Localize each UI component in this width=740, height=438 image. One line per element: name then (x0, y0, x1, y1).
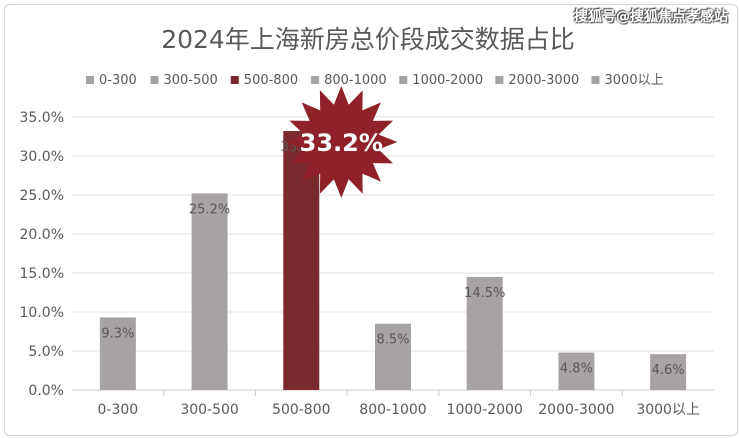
y-axis: 0.0% 5.0% 10.0% 15.0% 20.0% 25.0% 30.0% 35.0% (20, 110, 64, 399)
y-tick-label: 25.0% (20, 188, 64, 204)
legend-label: 0-300 (99, 73, 137, 88)
y-tick-label: 35.0% (20, 110, 64, 126)
data-label: 4.8% (560, 362, 593, 377)
data-label: 4.6% (652, 363, 685, 378)
bar (375, 323, 411, 390)
bar (466, 276, 503, 390)
legend-label: 500-800 (244, 73, 298, 88)
x-tick-label: 0-300 (98, 402, 139, 418)
bar (650, 354, 687, 390)
legend-label: 800-1000 (324, 73, 387, 88)
y-tick-label: 5.0% (28, 344, 64, 360)
x-tick-label: 2000-3000 (538, 402, 614, 418)
x-tick-label: 800-1000 (359, 402, 426, 418)
legend-label: 300-500 (164, 73, 218, 88)
bar (99, 317, 136, 390)
legend-swatch (150, 76, 159, 84)
highlight-label: 33.2% (300, 129, 383, 157)
data-label: 9.3% (101, 326, 134, 341)
x-tick-label: 3000以上 (636, 402, 700, 418)
bars (99, 131, 687, 391)
data-label: 8.5% (376, 333, 409, 348)
legend-swatch (591, 76, 600, 84)
starburst-shape (285, 86, 398, 198)
legend-label: 2000-3000 (508, 73, 579, 88)
chart-title: 2024年上海新房总价段成交数据占比 (161, 25, 575, 54)
legend-swatch (230, 76, 239, 84)
bar (558, 352, 595, 390)
data-label: 25.2% (189, 202, 230, 217)
x-tick-label: 500-800 (272, 402, 331, 418)
legend-swatch (399, 76, 408, 84)
data-label: 14.5% (464, 286, 505, 301)
legend-label: 1000-2000 (412, 73, 483, 88)
bar (191, 193, 228, 390)
x-tick-label: 300-500 (180, 402, 239, 418)
highlight-burst: 33.2% (285, 86, 398, 198)
grid-lines (72, 116, 714, 391)
chart-legend: 0-300 300-500 500-800 800-1000 1000-2000 2000… (86, 73, 664, 88)
legend-swatch (86, 76, 94, 84)
y-tick-label: 0.0% (28, 383, 64, 399)
x-tick-label: 1000-2000 (447, 402, 523, 418)
legend-swatch (495, 76, 504, 84)
x-axis: 0-300 300-500 500-800 800-1000 1000-2000 2000… (98, 390, 700, 418)
legend-label: 3000以上 (605, 73, 664, 88)
watermark-text: 搜狐号@搜狐焦点孝感站 (574, 9, 728, 25)
legend-swatch (311, 76, 320, 84)
data-labels: 9.3%25.2%33.2%8.5%14.5%4.8%4.6% (101, 140, 684, 378)
y-tick-label: 10.0% (20, 305, 64, 321)
y-tick-label: 20.0% (20, 227, 64, 243)
y-tick-label: 30.0% (20, 149, 64, 165)
y-tick-label: 15.0% (20, 266, 64, 282)
